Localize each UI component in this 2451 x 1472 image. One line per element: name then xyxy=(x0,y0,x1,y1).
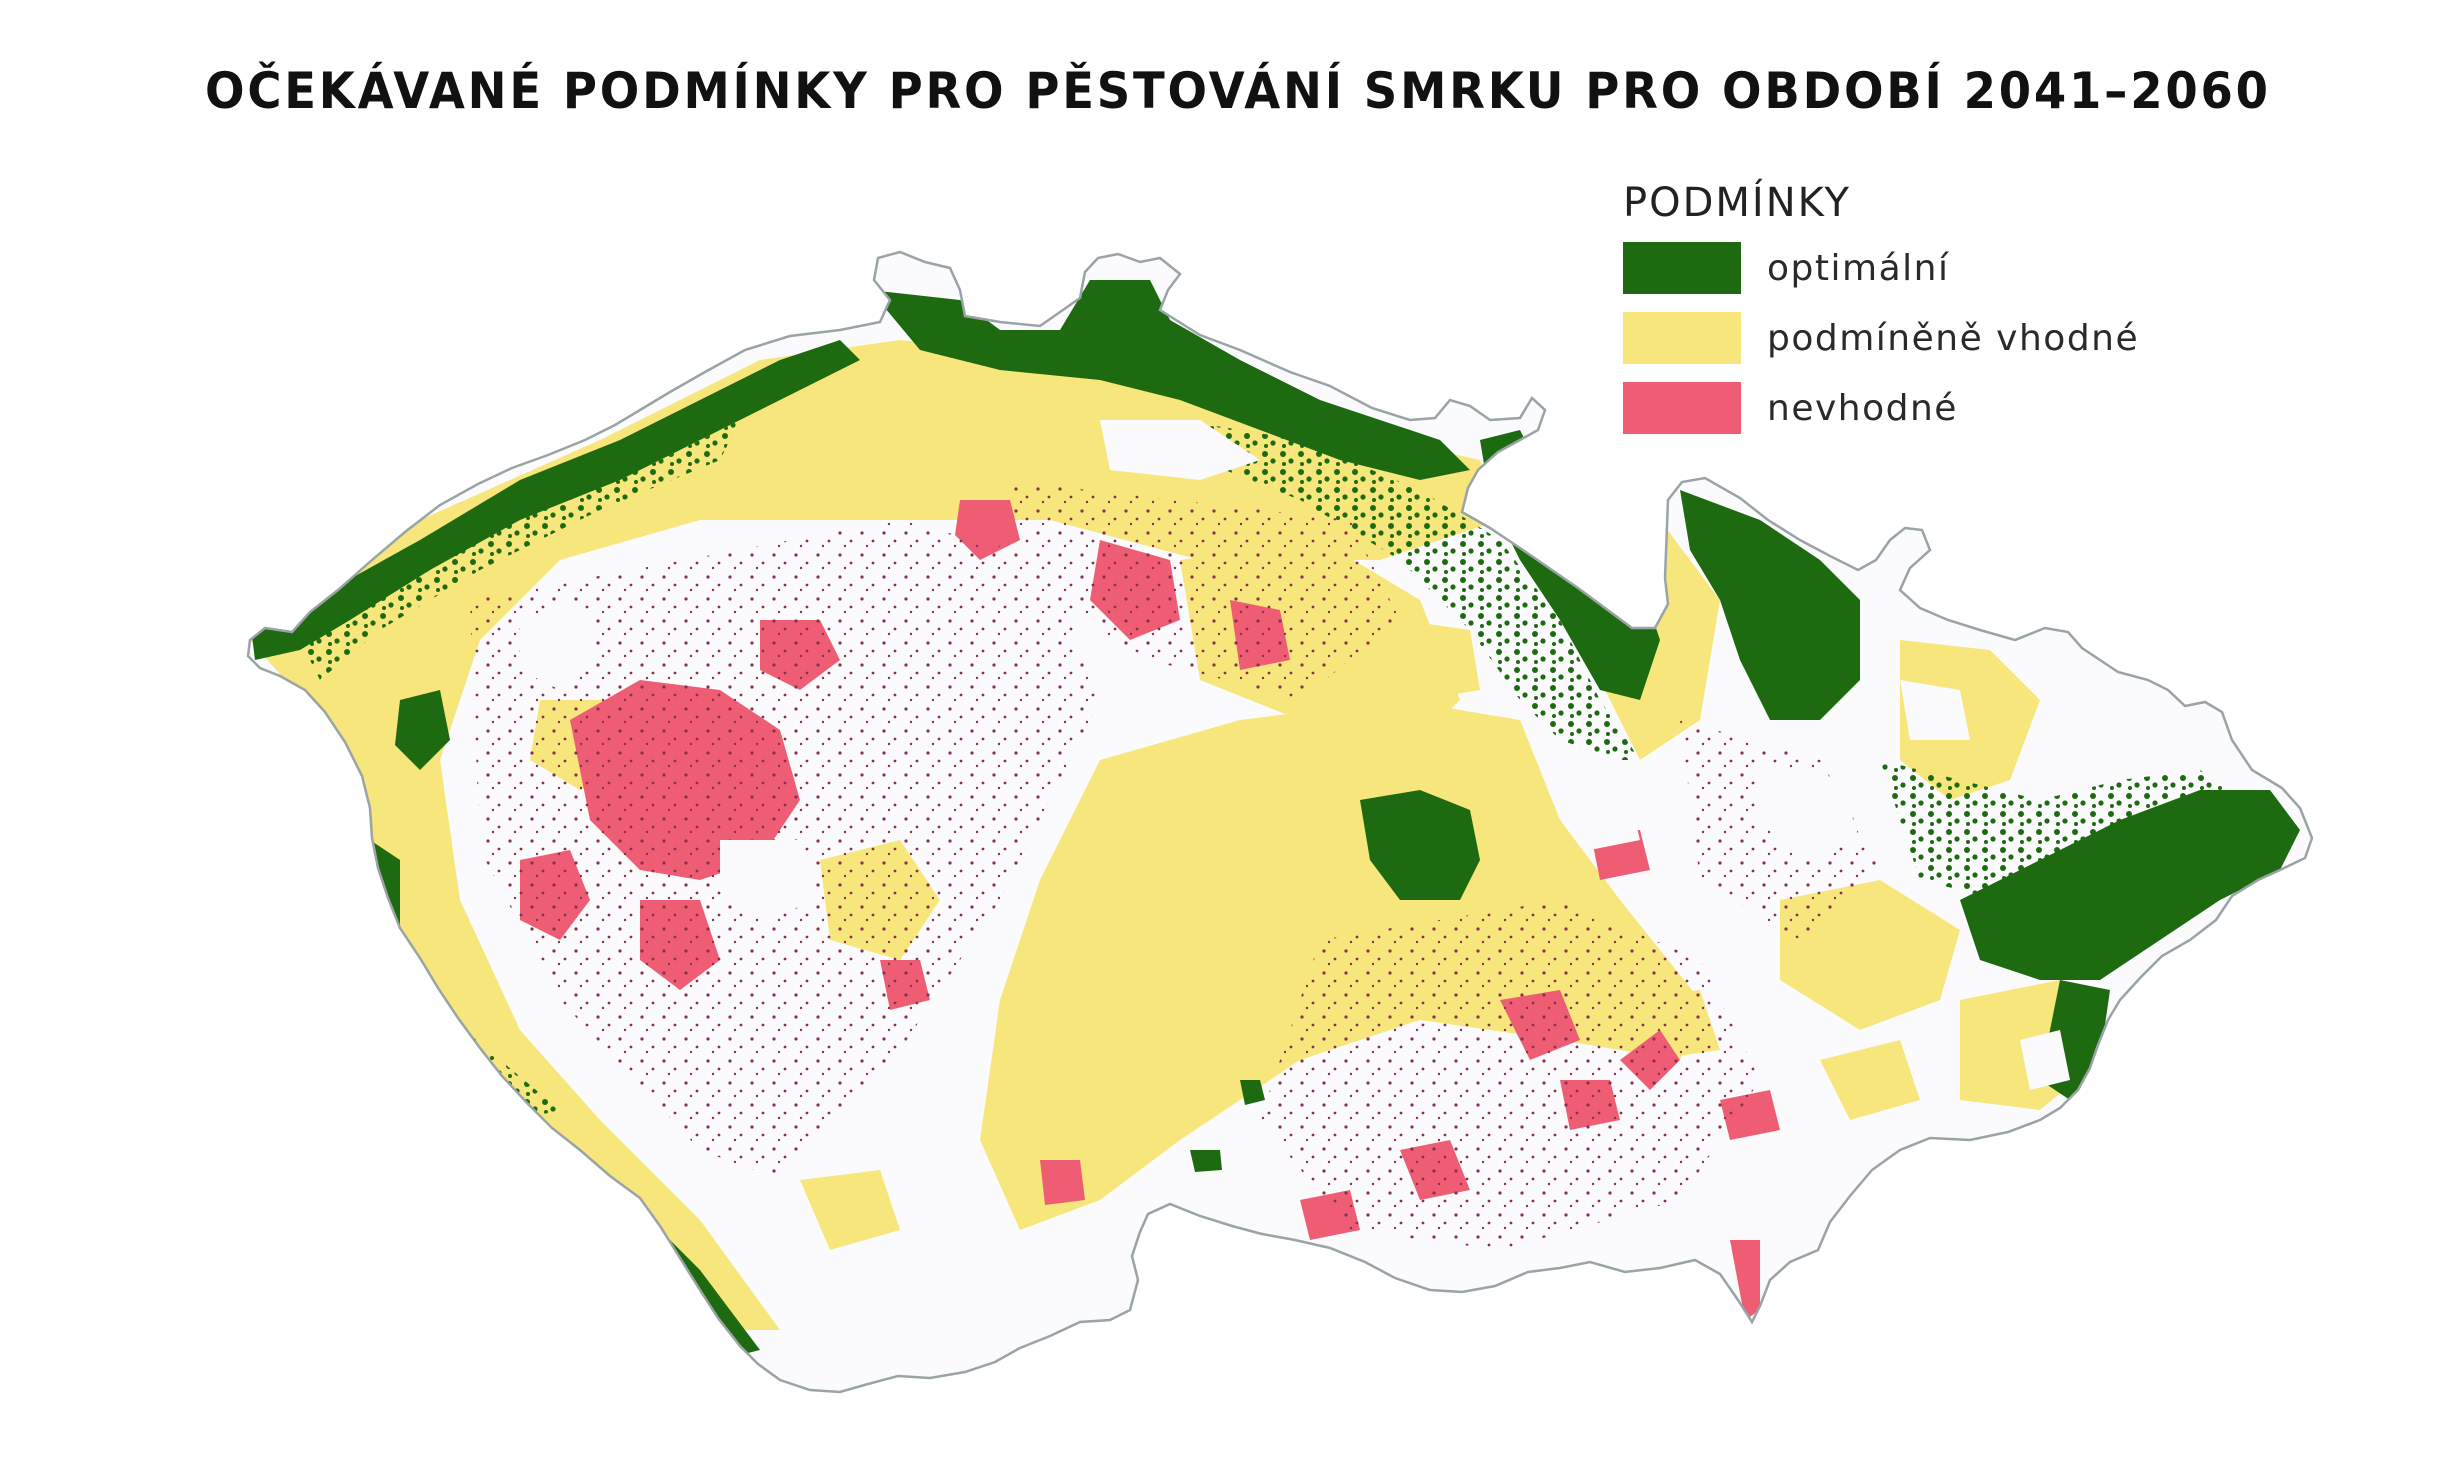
map-regions xyxy=(250,280,2300,1360)
legend-swatch xyxy=(1623,382,1741,434)
legend-label: podmíněně vhodné xyxy=(1767,317,2140,359)
legend-title: PODMÍNKY xyxy=(1623,180,1851,226)
legend-items: optimální podmíněně vhodné nevhodné xyxy=(1623,242,2139,434)
legend-item-conditional: podmíněně vhodné xyxy=(1623,312,2139,364)
legend-swatch xyxy=(1623,242,1741,294)
legend-item-optimal: optimální xyxy=(1623,242,2139,294)
legend: PODMÍNKY optimální podmíněně vhodné nevhod… xyxy=(1623,180,2139,452)
legend-label: optimální xyxy=(1767,247,1950,289)
legend-item-unsuitable: nevhodné xyxy=(1623,382,2139,434)
map-title: OČEKÁVANÉ PODMÍNKY PRO PĚSTOVÁNÍ SMRKU P… xyxy=(205,62,2271,120)
legend-label: nevhodné xyxy=(1767,387,1958,429)
region-unclassified xyxy=(520,420,2070,1330)
legend-swatch xyxy=(1623,312,1741,364)
